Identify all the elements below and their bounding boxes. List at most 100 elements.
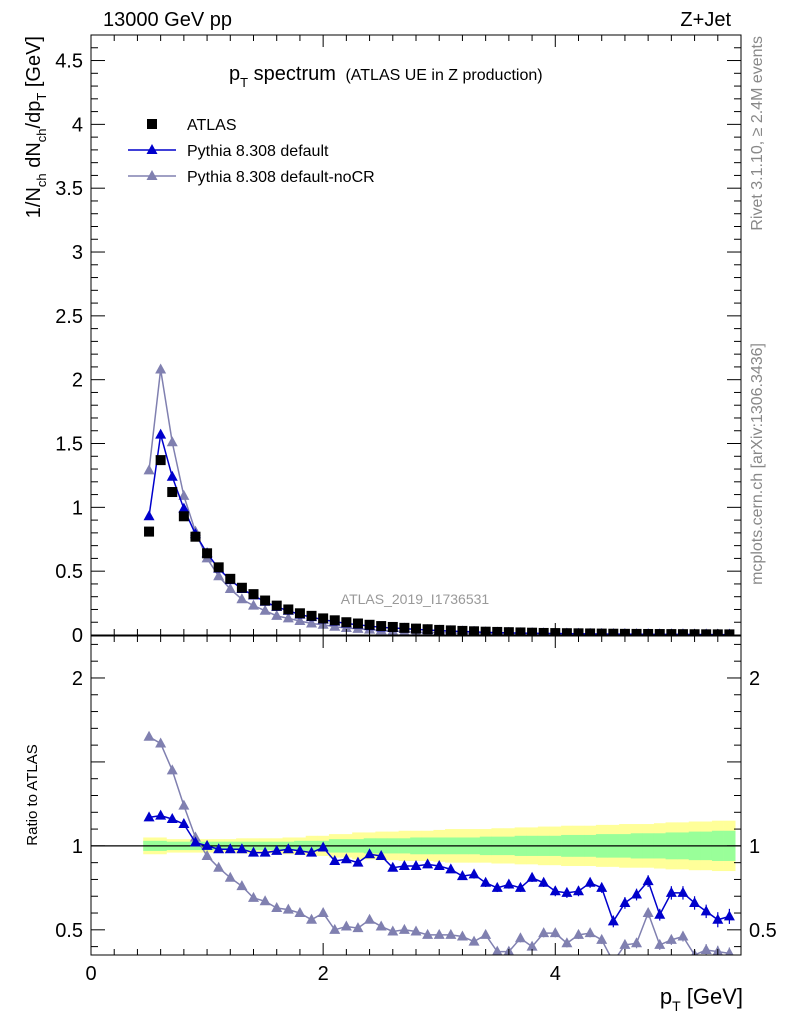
ratio-point-default: [596, 881, 608, 892]
ratio-point-default: [584, 876, 596, 887]
main-point-nocr: [143, 464, 155, 475]
ratio-point-nocr: [387, 925, 399, 936]
main-point-atlas: [144, 526, 155, 537]
analysis-id: ATLAS_2019_I1736531: [341, 591, 490, 607]
main-point-atlas: [631, 628, 642, 635]
ratio-point-default: [631, 888, 643, 899]
ratio-point-nocr: [526, 940, 538, 951]
ratio-point-nocr: [352, 922, 364, 933]
header-right: Z+Jet: [680, 9, 731, 31]
main-point-atlas: [213, 562, 224, 573]
ratio-point-default: [143, 811, 155, 822]
main-point-atlas: [318, 613, 329, 624]
main-point-atlas: [677, 629, 688, 635]
main-point-nocr: [178, 489, 190, 500]
ratio-point-default: [178, 818, 190, 829]
ratio-point-nocr: [468, 935, 480, 946]
main-point-atlas: [283, 604, 294, 615]
ratio-point-nocr: [236, 880, 248, 891]
main-point-atlas: [561, 628, 572, 635]
ratio-point-default: [480, 876, 492, 887]
ratio-point-default: [491, 881, 503, 892]
ratio-point-default: [329, 854, 341, 865]
main-y-tick-label: 1.5: [55, 434, 83, 456]
main-point-atlas: [260, 595, 271, 606]
main-y-tick-label: 0.5: [55, 561, 83, 583]
main-point-default: [143, 510, 155, 521]
main-ylabel: 1/Nch dNch/dpT [GeV]: [23, 36, 49, 218]
ratio-point-nocr: [725, 947, 734, 955]
ratio-point-default: [387, 861, 399, 872]
ratio-point-nocr: [375, 920, 387, 931]
ratio-point-nocr: [224, 871, 236, 882]
main-point-nocr: [224, 583, 236, 594]
main-point-atlas: [294, 608, 305, 619]
ratio-point-nocr: [248, 891, 259, 902]
ratio-y-tick-label-right: 2: [749, 668, 760, 690]
ratio-ylabel: Ratio to ATLAS: [24, 744, 41, 845]
ratio-point-nocr: [294, 907, 306, 918]
legend-label: Pythia 8.308 default: [187, 143, 329, 160]
ratio-point-default: [236, 843, 248, 854]
ratio-point-default: [398, 860, 410, 871]
legend-label: ATLAS: [187, 117, 237, 134]
ratio-point-default: [189, 836, 201, 847]
main-point-atlas: [399, 622, 410, 633]
ratio-point-default: [433, 860, 445, 871]
ratio-point-nocr: [364, 913, 376, 924]
legend-marker-atlas: [147, 119, 157, 129]
ratio-point-nocr: [631, 937, 643, 948]
ratio-point-nocr: [398, 923, 410, 934]
main-y-tick-label: 0: [72, 625, 83, 647]
ratio-point-default: [607, 915, 619, 926]
ratio-point-nocr: [271, 901, 283, 912]
main-point-atlas: [469, 626, 480, 635]
ratio-point-nocr: [584, 927, 596, 938]
ratio-point-nocr: [178, 799, 190, 810]
ratio-point-default: [364, 848, 376, 859]
ratio-point-nocr: [282, 903, 294, 914]
main-point-nocr: [282, 612, 294, 623]
main-point-atlas: [585, 628, 596, 635]
main-point-nocr: [306, 617, 318, 628]
ratio-y-tick-label-right: 1: [749, 836, 760, 858]
ratio-point-default: [561, 886, 573, 897]
main-point-atlas: [248, 589, 259, 600]
x-tick-label: 0: [85, 963, 96, 985]
ratio-point-default: [549, 885, 561, 896]
ratio-point-nocr: [155, 737, 167, 748]
main-point-default: [155, 428, 167, 439]
main-point-atlas: [329, 615, 340, 626]
main-point-atlas: [701, 629, 712, 635]
ratio-point-default: [445, 863, 457, 874]
ratio-point-default: [352, 856, 364, 867]
main-point-atlas: [376, 621, 387, 632]
ratio-point-nocr: [166, 764, 178, 775]
ratio-point-nocr: [480, 928, 492, 939]
main-point-atlas: [492, 626, 503, 635]
ratio-point-default: [410, 860, 422, 871]
ratio-point-default: [155, 809, 167, 820]
ratio-point-default: [375, 849, 387, 860]
ratio-point-default: [201, 839, 213, 850]
main-point-atlas: [271, 600, 282, 611]
ratio-point-nocr: [213, 861, 225, 872]
ratio-point-default: [514, 881, 526, 892]
ratio-point-default: [166, 813, 178, 824]
main-point-nocr: [213, 570, 225, 581]
ratio-point-nocr: [433, 928, 445, 939]
ratio-point-default: [538, 876, 550, 887]
main-point-nocr: [294, 614, 306, 625]
mcplots-label: mcplots.cern.ch [arXiv:1306.3436]: [749, 343, 766, 585]
main-point-atlas: [654, 629, 665, 635]
main-y-tick-label: 4.5: [55, 51, 83, 73]
ratio-point-nocr: [514, 932, 526, 943]
ratio-point-default: [689, 896, 701, 907]
ratio-point-default: [248, 846, 259, 857]
ratio-point-nocr: [573, 928, 584, 939]
main-point-atlas: [445, 625, 456, 635]
main-y-tick-label: 4: [72, 114, 83, 136]
ratio-point-default: [468, 868, 480, 879]
ratio-point-default: [213, 843, 225, 854]
ratio-y-tick-label-left: 2: [72, 668, 83, 690]
